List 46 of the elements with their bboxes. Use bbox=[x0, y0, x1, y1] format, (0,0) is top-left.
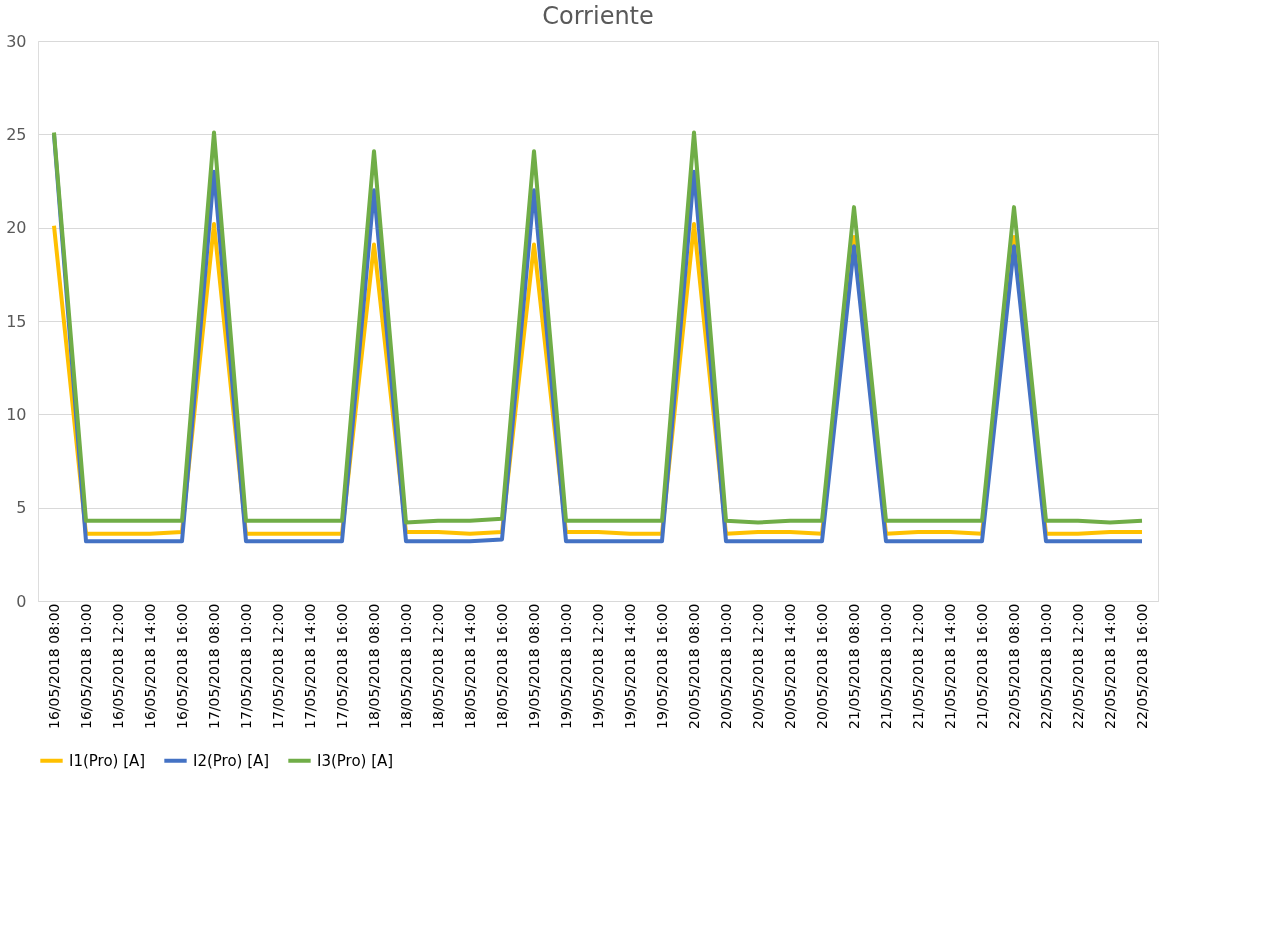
y-tick-label: 20 bbox=[6, 218, 27, 238]
x-tick-label: 16/05/2018 14:00 bbox=[141, 603, 158, 729]
x-tick-label: 22/05/2018 12:00 bbox=[1069, 603, 1086, 729]
x-tick-label: 17/05/2018 08:00 bbox=[205, 603, 222, 729]
x-tick-label: 21/05/2018 16:00 bbox=[973, 603, 990, 729]
legend-label: I1(Pro) [A] bbox=[69, 751, 146, 770]
y-tick-label: 15 bbox=[6, 311, 27, 331]
x-tick-label: 19/05/2018 12:00 bbox=[589, 603, 606, 729]
x-tick-label: 22/05/2018 10:00 bbox=[1037, 603, 1054, 729]
x-tick-label: 21/05/2018 12:00 bbox=[909, 603, 926, 729]
x-tick-label: 21/05/2018 08:00 bbox=[845, 603, 862, 729]
x-tick-label: 22/05/2018 14:00 bbox=[1101, 603, 1118, 729]
y-tick-label: 5 bbox=[16, 498, 27, 518]
x-tick-label: 18/05/2018 12:00 bbox=[429, 603, 446, 729]
x-tick-label: 18/05/2018 14:00 bbox=[461, 603, 478, 729]
y-tick-label: 30 bbox=[6, 31, 27, 51]
x-tick-label: 22/05/2018 16:00 bbox=[1133, 603, 1150, 729]
x-tick-label: 20/05/2018 14:00 bbox=[781, 603, 798, 729]
x-tick-label: 19/05/2018 14:00 bbox=[621, 603, 638, 729]
legend-label: I2(Pro) [A] bbox=[193, 751, 270, 770]
y-tick-label: 10 bbox=[6, 404, 27, 424]
x-tick-label: 17/05/2018 10:00 bbox=[237, 603, 254, 729]
x-tick-label: 19/05/2018 16:00 bbox=[653, 603, 670, 729]
y-tick-label: 25 bbox=[6, 124, 27, 144]
x-tick-label: 17/05/2018 12:00 bbox=[269, 603, 286, 729]
x-tick-label: 19/05/2018 08:00 bbox=[525, 603, 542, 729]
x-tick-label: 16/05/2018 10:00 bbox=[77, 603, 94, 729]
x-tick-label: 18/05/2018 16:00 bbox=[493, 603, 510, 729]
x-tick-label: 21/05/2018 14:00 bbox=[941, 603, 958, 729]
y-tick-label: 0 bbox=[16, 591, 27, 611]
x-tick-label: 20/05/2018 10:00 bbox=[717, 603, 734, 729]
x-tick-label: 16/05/2018 16:00 bbox=[173, 603, 190, 729]
x-tick-label: 20/05/2018 12:00 bbox=[749, 603, 766, 729]
x-tick-label: 20/05/2018 08:00 bbox=[685, 603, 702, 729]
x-tick-label: 22/05/2018 08:00 bbox=[1005, 603, 1022, 729]
x-tick-label: 18/05/2018 08:00 bbox=[365, 603, 382, 729]
x-tick-label: 19/05/2018 10:00 bbox=[557, 603, 574, 729]
x-tick-label: 18/05/2018 10:00 bbox=[397, 603, 414, 729]
x-tick-label: 16/05/2018 12:00 bbox=[109, 603, 126, 729]
x-tick-label: 17/05/2018 16:00 bbox=[333, 603, 350, 729]
x-tick-label: 20/05/2018 16:00 bbox=[813, 603, 830, 729]
legend-label: I3(Pro) [A] bbox=[317, 751, 394, 770]
x-tick-label: 17/05/2018 14:00 bbox=[301, 603, 318, 729]
x-tick-label: 21/05/2018 10:00 bbox=[877, 603, 894, 729]
chart-title: Corriente bbox=[542, 2, 654, 30]
x-tick-label: 16/05/2018 08:00 bbox=[45, 603, 62, 729]
